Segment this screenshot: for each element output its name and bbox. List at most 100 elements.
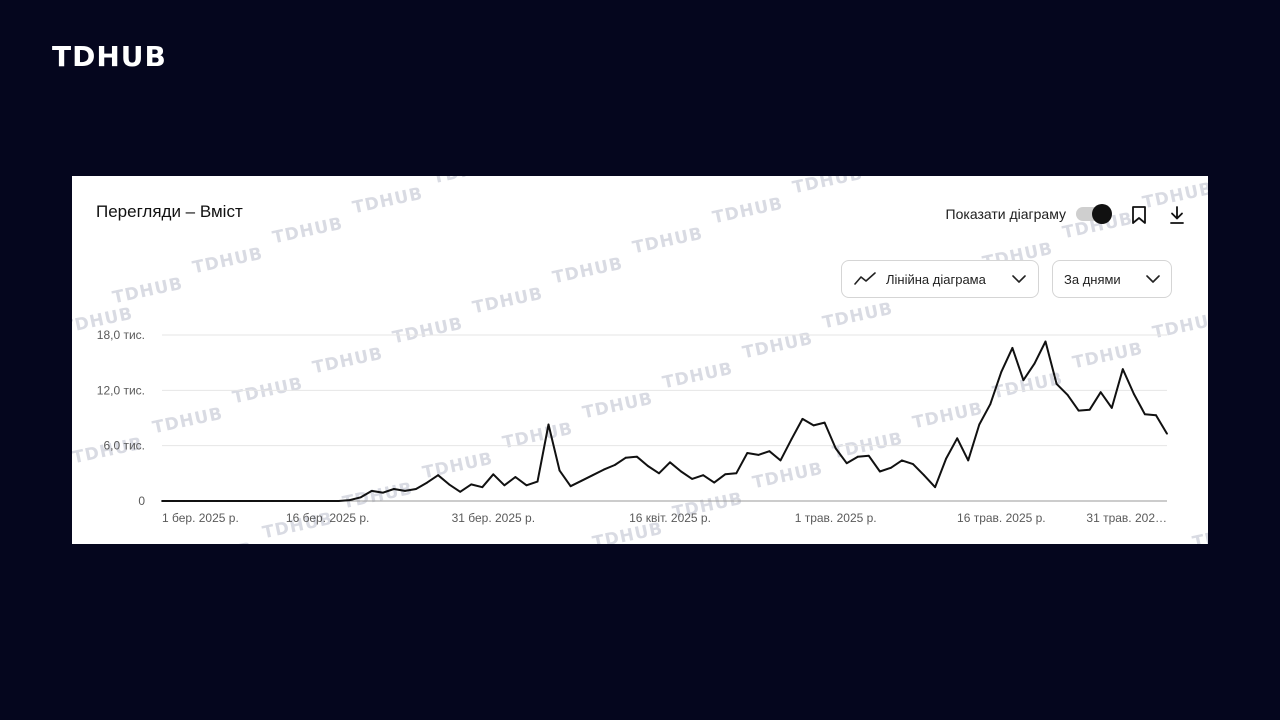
data-point	[260, 500, 263, 502]
data-point	[856, 455, 859, 458]
data-point	[205, 500, 208, 502]
data-point	[923, 474, 925, 477]
data-point	[326, 500, 329, 502]
data-point	[1144, 413, 1146, 416]
data-point	[624, 456, 627, 459]
data-point	[967, 459, 970, 462]
data-point	[602, 468, 605, 471]
data-point	[779, 459, 782, 462]
data-point	[890, 466, 892, 469]
data-point	[1088, 408, 1091, 411]
data-point	[790, 438, 793, 441]
show-chart-toggle[interactable]	[1076, 204, 1112, 224]
data-point	[1044, 340, 1047, 343]
chart-type-label: Лінійна діаграма	[886, 271, 986, 287]
data-point	[823, 421, 826, 424]
data-point	[1155, 414, 1157, 417]
data-point	[1022, 379, 1025, 382]
data-point	[812, 424, 815, 427]
data-point	[757, 454, 760, 456]
data-point	[315, 500, 318, 502]
data-point	[1066, 394, 1069, 396]
chevron-down-icon	[1012, 275, 1026, 283]
chevron-down-icon	[1146, 275, 1160, 283]
data-point	[481, 486, 484, 489]
data-point	[304, 500, 307, 502]
data-point	[669, 461, 671, 464]
x-tick-label: 1 трав. 2025 р.	[795, 511, 877, 525]
y-tick-label: 12,0 тис.	[97, 383, 145, 397]
data-point	[879, 470, 881, 473]
data-point	[680, 470, 682, 473]
data-point	[956, 437, 959, 440]
data-point	[437, 474, 439, 477]
data-point	[989, 403, 992, 406]
data-point	[867, 454, 870, 457]
views-series-line	[162, 340, 1168, 502]
data-point	[768, 450, 771, 453]
data-point	[613, 464, 616, 466]
data-point	[492, 473, 495, 476]
data-point	[1011, 347, 1014, 349]
x-tick-label: 16 бер. 2025 р.	[286, 511, 369, 525]
data-point	[525, 484, 528, 487]
y-tick-label: 6,0 тис.	[103, 439, 145, 453]
data-point	[448, 483, 450, 486]
data-point	[1110, 407, 1113, 409]
data-point	[415, 488, 417, 490]
data-point	[702, 474, 705, 477]
analytics-card: TDHUB TDHUB TDHUB TDHUB TDHUB TDHUB TDHUB TDHUB…	[72, 176, 1208, 544]
data-point	[183, 500, 185, 502]
data-point	[558, 469, 561, 472]
data-point	[227, 500, 230, 502]
data-point	[393, 488, 395, 490]
show-chart-label: Показати діаграму	[945, 206, 1066, 222]
data-point	[591, 474, 594, 477]
data-point	[746, 452, 749, 454]
download-icon	[1170, 206, 1184, 224]
data-point	[1133, 393, 1135, 395]
data-point	[470, 483, 473, 486]
x-tick-label: 16 квіт. 2025 р.	[629, 511, 711, 525]
y-tick-label: 18,0 тис.	[97, 328, 145, 342]
data-point	[459, 490, 462, 493]
data-point	[172, 500, 174, 502]
data-point	[1033, 362, 1036, 365]
x-tick-label: 31 бер. 2025 р.	[452, 511, 535, 525]
data-point	[1121, 368, 1124, 370]
data-point	[1166, 432, 1168, 435]
data-point	[713, 481, 716, 484]
data-point	[801, 418, 804, 420]
data-point	[636, 455, 638, 458]
y-tick-label: 0	[138, 494, 145, 508]
show-chart-toggle-group: Показати діаграму	[945, 204, 1112, 224]
data-point	[514, 476, 517, 478]
data-point	[282, 500, 285, 502]
chart-type-select[interactable]: Лінійна діаграма	[841, 260, 1039, 298]
data-point	[834, 447, 837, 450]
data-point	[536, 480, 539, 483]
brand-logo: TDHUB	[52, 40, 167, 73]
period-select[interactable]: За днями	[1052, 260, 1172, 298]
bookmark-icon	[1132, 206, 1146, 224]
data-point	[978, 423, 981, 426]
data-point	[945, 457, 947, 460]
data-point	[934, 486, 936, 489]
data-point	[359, 496, 362, 499]
data-point	[503, 484, 506, 487]
data-point	[382, 491, 384, 494]
data-point	[691, 478, 693, 480]
period-label: За днями	[1064, 271, 1121, 287]
data-point	[293, 500, 296, 502]
x-tick-label: 1 бер. 2025 р.	[162, 511, 239, 525]
data-point	[404, 490, 406, 492]
data-point	[845, 462, 848, 465]
line-chart-icon	[854, 272, 876, 285]
bookmark-button[interactable]	[1128, 204, 1150, 226]
data-point	[580, 479, 583, 482]
data-point	[271, 500, 274, 502]
data-point	[348, 499, 351, 501]
data-point	[569, 485, 572, 488]
views-line-chart: 0 6,0 тис. 12,0 тис. 18,0 тис. 1 бер. 2025 р…	[97, 328, 1168, 525]
download-button[interactable]	[1166, 204, 1188, 226]
